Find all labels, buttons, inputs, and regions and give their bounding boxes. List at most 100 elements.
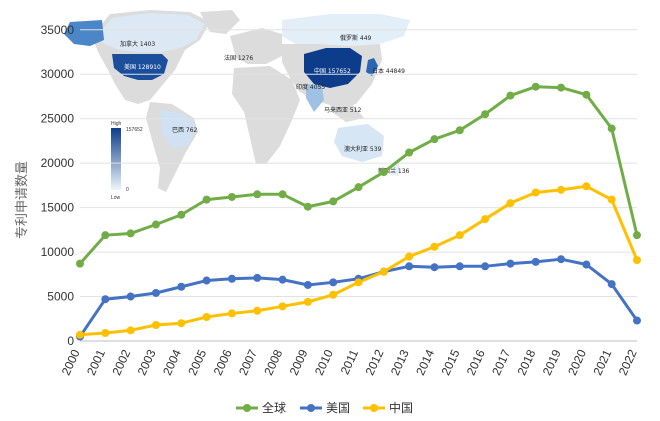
data-point (633, 231, 641, 240)
data-point (278, 302, 287, 311)
legend-marker (307, 404, 315, 412)
x-tick-label: 2020 (565, 347, 589, 377)
legend-label: 全球 (262, 400, 286, 415)
data-point (202, 312, 211, 321)
map-china (304, 48, 362, 88)
map-greenland (200, 10, 240, 34)
x-tick-label: 2002 (109, 347, 133, 377)
y-tick-label: 0 (67, 334, 74, 348)
map-india (306, 84, 324, 112)
map-color-scale (111, 128, 121, 190)
map-canada (98, 13, 205, 52)
x-tick-label: 2008 (261, 347, 285, 377)
map-scale-low: Low (111, 195, 121, 201)
data-point (354, 278, 363, 287)
data-point (430, 135, 439, 144)
map-europe (230, 28, 282, 64)
map-label-canada: 加拿大 1403 (120, 40, 155, 48)
legend-marker (243, 404, 251, 412)
x-tick-label: 2011 (338, 347, 362, 377)
x-tick-label: 2017 (489, 347, 513, 377)
data-point (506, 199, 515, 208)
data-point (329, 290, 338, 299)
data-point (430, 263, 439, 272)
world-map-inset: 加拿大 1403 美国 128910 法国 1276 俄罗斯 449 中国 15… (64, 10, 410, 201)
data-point (481, 215, 490, 224)
map-label-china: 中国 157652 (314, 67, 351, 75)
map-alaska (64, 20, 104, 46)
data-point (329, 278, 338, 287)
x-tick-label: 2021 (590, 347, 614, 377)
data-point (379, 267, 388, 276)
y-axis-ticks: 0 5000 10000 15000 20000 25000 30000 35000 (41, 23, 75, 348)
y-tick-label: 5000 (47, 290, 74, 304)
data-point (227, 192, 236, 201)
data-point (177, 210, 186, 219)
legend-marker (370, 404, 378, 412)
data-point (151, 220, 160, 229)
x-tick-label: 2018 (514, 347, 538, 377)
map-label-japan: 日本 44849 (372, 67, 405, 75)
map-label-india: 印度 4055 (296, 83, 325, 91)
y-tick-label: 35000 (41, 23, 75, 37)
data-point (430, 242, 439, 251)
data-point (557, 185, 566, 194)
map-label-australia: 澳大利亚 539 (344, 145, 382, 153)
data-point (303, 202, 312, 211)
data-point (126, 326, 135, 335)
data-point (303, 297, 312, 306)
data-point (582, 90, 591, 99)
data-point (151, 320, 160, 329)
x-axis-ticks: 2000 2001 2002 2003 2004 2005 2006 2007 2008 2009… (59, 347, 640, 377)
data-point (253, 306, 262, 315)
data-point (177, 319, 186, 328)
data-point (126, 229, 135, 238)
map-label-new-zealand: 新西兰 136 (378, 167, 410, 175)
data-point (379, 168, 388, 177)
x-tick-label: 2003 (135, 347, 159, 377)
legend-label: 美国 (326, 401, 350, 415)
data-point (582, 182, 591, 191)
data-point (227, 274, 236, 283)
map-scale-high: High (111, 121, 122, 127)
data-point (202, 195, 211, 204)
data-point (607, 124, 616, 133)
x-tick-label: 2004 (160, 347, 184, 377)
data-point (455, 231, 464, 240)
map-africa (232, 66, 300, 164)
y-tick-label: 10000 (41, 245, 75, 259)
x-tick-label: 2012 (363, 347, 387, 377)
data-point (151, 288, 160, 297)
data-point (405, 252, 414, 261)
map-scale-min: 0 (126, 187, 129, 193)
data-point (227, 309, 236, 318)
data-point (607, 195, 616, 204)
grid-lines (80, 29, 637, 342)
data-point (177, 282, 186, 291)
map-label-russia: 俄罗斯 449 (340, 34, 372, 42)
y-axis-label: 专利申请数量 (15, 161, 30, 239)
data-point (531, 188, 540, 197)
data-point (481, 262, 490, 271)
x-tick-label: 2007 (236, 347, 260, 377)
data-point (607, 280, 616, 289)
map-se-asia (328, 98, 364, 122)
x-tick-label: 2015 (439, 347, 463, 377)
data-series (76, 82, 641, 341)
data-point (126, 292, 135, 301)
map-usa (112, 54, 168, 80)
map-australia (334, 124, 384, 162)
x-tick-label: 2009 (287, 347, 311, 377)
data-point (506, 91, 515, 100)
y-tick-label: 15000 (41, 201, 75, 215)
data-point (76, 330, 84, 339)
data-point (531, 257, 540, 266)
data-point (455, 262, 464, 271)
data-point (633, 316, 641, 325)
map-scale-max: 157652 (126, 127, 143, 133)
x-tick-label: 2010 (312, 347, 336, 377)
map-brazil (160, 110, 196, 148)
data-point (303, 280, 312, 289)
data-point (455, 126, 464, 135)
